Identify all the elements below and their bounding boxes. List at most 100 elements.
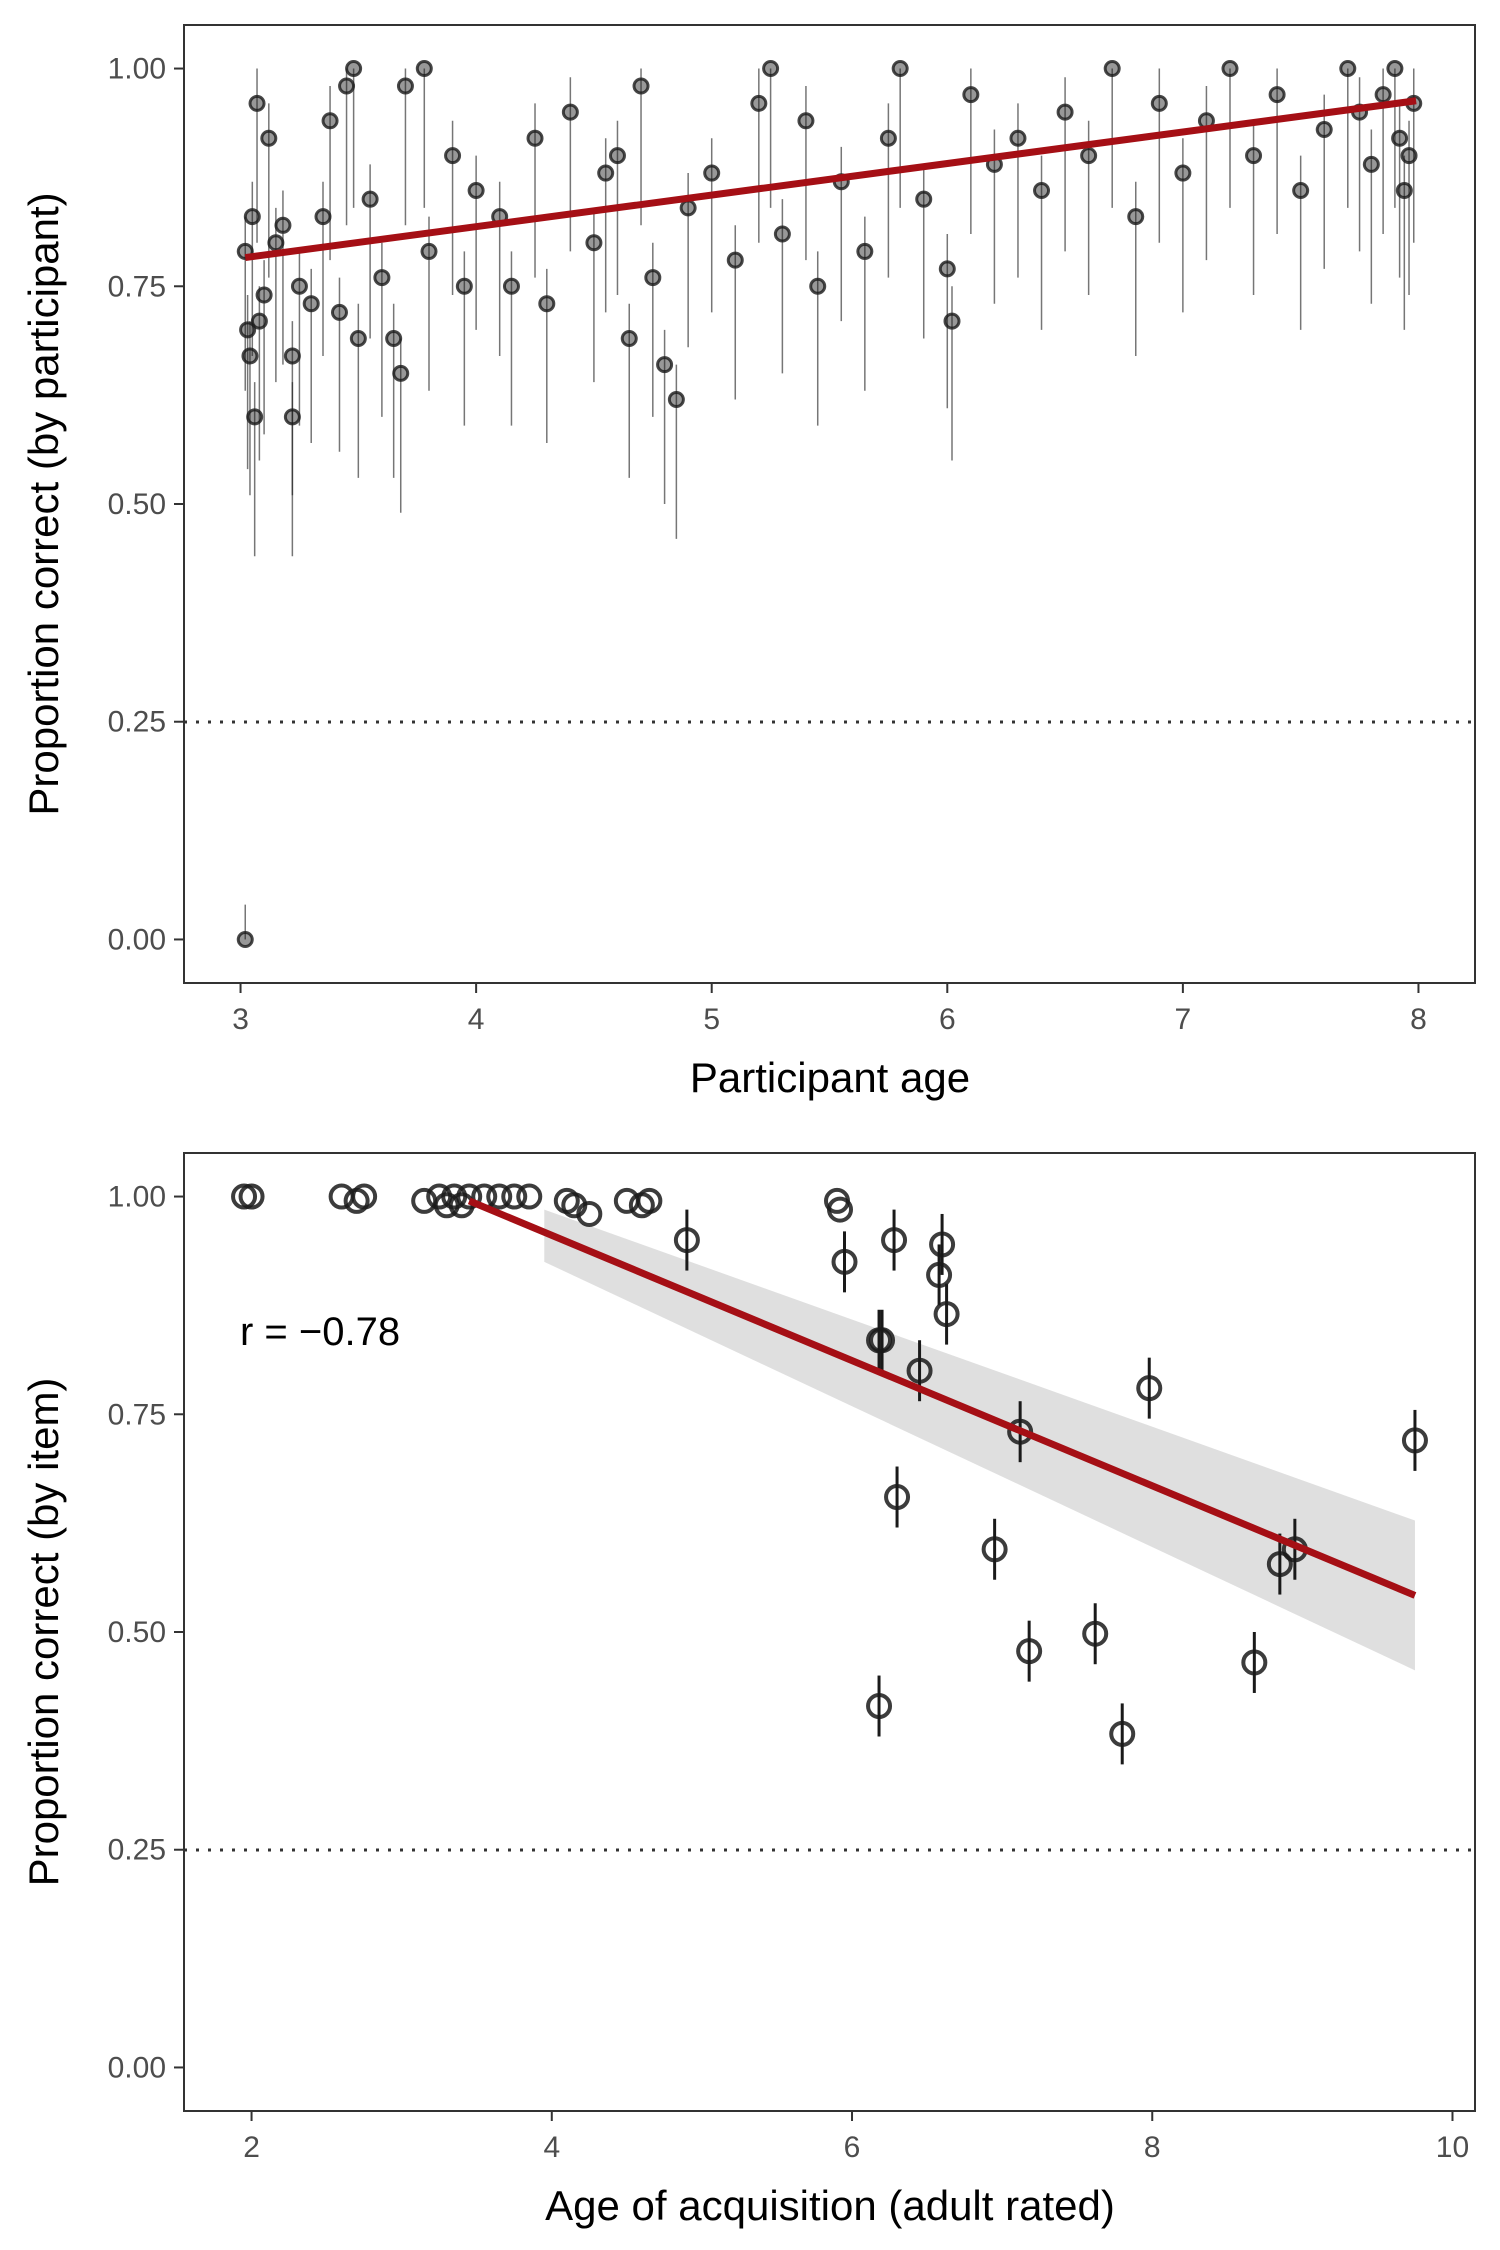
data-point xyxy=(241,347,259,365)
data-point xyxy=(396,77,414,95)
data-point xyxy=(1103,60,1121,78)
data-point xyxy=(260,129,278,147)
data-point xyxy=(411,1187,438,1214)
fit-line-group xyxy=(244,97,1417,262)
data-point xyxy=(415,60,433,78)
data-point xyxy=(750,94,768,112)
data-point xyxy=(933,1301,960,1328)
y-tick-label: 1.00 xyxy=(108,53,166,86)
data-point xyxy=(879,129,897,147)
data-point xyxy=(1400,147,1418,165)
data-point xyxy=(373,269,391,287)
data-point xyxy=(576,1200,603,1227)
data-point xyxy=(231,1183,258,1210)
data-point xyxy=(1292,181,1310,199)
y-tick-label: 0.75 xyxy=(108,270,166,303)
data-point xyxy=(667,390,685,408)
data-point xyxy=(962,86,980,104)
data-point xyxy=(938,260,956,278)
data-point xyxy=(328,1183,355,1210)
data-point xyxy=(1136,1375,1163,1402)
data-point xyxy=(797,112,815,130)
data-point xyxy=(1401,1427,1428,1454)
data-point xyxy=(1174,164,1192,182)
data-point xyxy=(632,77,650,95)
data-point xyxy=(1127,208,1145,226)
data-point xyxy=(516,1183,543,1210)
data-point xyxy=(809,277,827,295)
data-point xyxy=(501,1183,528,1210)
data-point xyxy=(891,60,909,78)
x-tick-label: 10 xyxy=(1436,2131,1469,2164)
data-point xyxy=(773,225,791,243)
data-point xyxy=(831,1248,858,1275)
data-point xyxy=(486,1183,513,1210)
data-point xyxy=(1266,1551,1293,1578)
data-point xyxy=(673,1227,700,1254)
data-point xyxy=(1221,60,1239,78)
data-point xyxy=(881,1227,908,1254)
data-point xyxy=(926,1261,953,1288)
data-point xyxy=(1395,181,1413,199)
data-point xyxy=(636,1187,663,1214)
data-point xyxy=(1268,86,1286,104)
data-point xyxy=(338,77,356,95)
data-point xyxy=(361,190,379,208)
y-axis-title: Proportion correct (by item) xyxy=(20,1378,67,1887)
data-point xyxy=(250,312,268,330)
data-point xyxy=(703,164,721,182)
data-point xyxy=(238,1183,265,1210)
data-point xyxy=(1315,121,1333,139)
data-point xyxy=(869,1327,896,1354)
fit-line-group xyxy=(467,1197,1417,1599)
data-point xyxy=(644,269,662,287)
y-tick-label: 0.00 xyxy=(108,2051,166,2084)
data-point xyxy=(274,216,292,234)
data-point xyxy=(392,364,410,382)
data-point xyxy=(1241,1649,1268,1676)
data-point xyxy=(444,147,462,165)
panel-border xyxy=(183,1152,1476,2112)
data-point xyxy=(314,208,332,226)
data-point xyxy=(613,1187,640,1214)
y-tick-label: 1.00 xyxy=(108,1181,166,1214)
data-point xyxy=(321,112,339,130)
x-axis-title: Participant age xyxy=(690,1054,970,1101)
data-point xyxy=(884,1484,911,1511)
data-points xyxy=(231,1183,1428,1765)
confidence-band xyxy=(544,1209,1415,1671)
data-point xyxy=(726,251,744,269)
x-tick-label: 8 xyxy=(1410,1003,1427,1036)
y-axis-title: Proportion correct (by participant) xyxy=(20,192,67,815)
x-tick-label: 5 xyxy=(703,1003,720,1036)
data-point xyxy=(866,1693,893,1720)
data-point xyxy=(385,330,403,348)
data-point xyxy=(330,303,348,321)
data-point xyxy=(351,1183,378,1210)
data-point xyxy=(243,208,261,226)
data-point xyxy=(467,181,485,199)
data-point xyxy=(608,147,626,165)
data-point xyxy=(246,408,264,426)
data-point xyxy=(1374,86,1392,104)
fit-line xyxy=(467,1197,1417,1599)
data-point xyxy=(349,330,367,348)
participant-age-panel: 0.00 0.25 0.50 0.75 1.00 3 4 5 6 7 8 Participant … xyxy=(20,24,1476,1101)
confidence-band-group xyxy=(544,1209,1415,1671)
data-point xyxy=(1391,129,1409,147)
data-point xyxy=(620,330,638,348)
data-point xyxy=(856,242,874,260)
data-point xyxy=(1082,1620,1109,1647)
data-point xyxy=(1362,155,1380,173)
data-point xyxy=(906,1357,933,1384)
data-point xyxy=(597,164,615,182)
data-point xyxy=(1080,147,1098,165)
data-point xyxy=(248,94,266,112)
data-point xyxy=(255,286,273,304)
x-axis-title: Age of acquisition (adult rated) xyxy=(545,2182,1115,2229)
age-of-acquisition-panel: 0.00 0.25 0.50 0.75 1.00 2 4 6 8 10 r = −0.78 Ag… xyxy=(20,1152,1476,2229)
fit-line xyxy=(244,97,1417,262)
x-tick-label: 8 xyxy=(1144,2131,1161,2164)
y-tick-label: 0.50 xyxy=(108,1616,166,1649)
data-point xyxy=(561,103,579,121)
